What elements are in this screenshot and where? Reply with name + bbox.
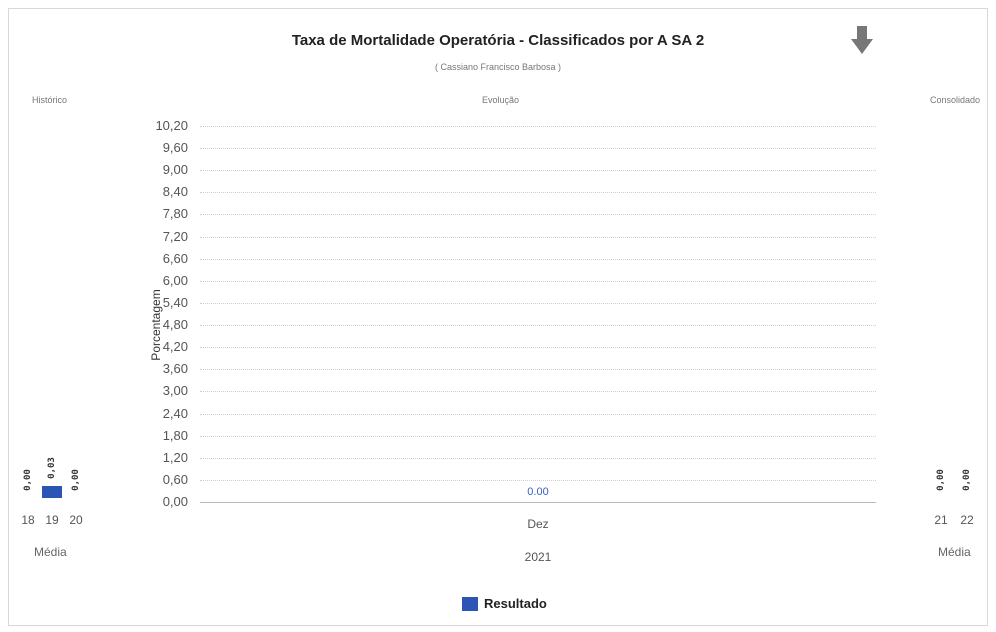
chart-subtitle: ( Cassiano Francisco Barbosa ) [434,62,562,72]
data-label-dez: 0.00 [527,486,549,498]
gridline [200,302,876,304]
legend-item-resultado[interactable]: Resultado [462,596,547,611]
gridline [200,214,876,216]
gridline [200,148,876,150]
historico-media-label: Média [34,545,67,559]
consolidado-label: Consolidado [930,95,981,105]
y-tick-label: 6,00 [162,272,188,288]
gridline [200,347,876,349]
gridline [200,502,876,503]
y-tick-label: 3,60 [162,361,188,377]
historico-x-label-18: 18 [21,513,35,527]
historico-x-label-20: 20 [69,513,83,527]
legend-swatch [462,596,478,611]
y-tick-label: 9,60 [162,140,188,156]
y-tick-label: 0,00 [162,494,188,509]
y-tick-label: 7,20 [162,228,188,244]
gridline [200,391,876,393]
y-tick-label: 4,20 [162,339,188,355]
consolidado-x-label-21: 21 [934,513,948,527]
historico-data-label-19: 0,03 [47,457,57,479]
x-tick-label-dez: Dez [527,517,549,531]
gridline [200,126,876,127]
gridline [200,236,876,238]
historico-data-label-20: 0,00 [71,469,81,491]
chart-title: Taxa de Mortalidade Operatória - Classif… [291,32,705,49]
gridline [200,170,876,172]
y-tick-label: 10,20 [155,118,188,133]
consolidado-x-label-22: 22 [960,513,974,527]
y-tick-label: 4,80 [162,317,188,333]
gridline [200,325,876,327]
chart-frame [8,8,988,626]
x-group-label-2021: 2021 [524,550,552,564]
download-arrow-icon[interactable] [850,24,874,56]
evolucao-label: Evolução [482,95,520,105]
y-tick-label: 3,00 [162,383,188,399]
gridline [200,457,876,459]
historico-bar-19[interactable] [42,486,62,498]
y-tick-label: 9,00 [162,162,188,178]
historico-x-label-19: 19 [45,513,59,527]
y-tick-label: 7,80 [162,206,188,222]
historico-label: Histórico [32,95,68,105]
gridline [200,369,876,371]
gridline [200,280,876,282]
legend-label: Resultado [484,596,547,611]
y-tick-label: 1,80 [162,427,188,443]
y-tick-label: 2,40 [162,405,188,421]
gridline [200,435,876,437]
gridline [200,192,876,194]
y-tick-label: 1,20 [162,449,188,465]
gridline [200,413,876,415]
consolidado-data-label-22: 0,00 [962,469,972,491]
consolidado-data-label-21: 0,00 [936,469,946,491]
y-tick-label: 6,60 [162,250,188,266]
historico-data-label-18: 0,00 [23,469,33,491]
consolidado-media-label: Média [938,545,971,559]
y-tick-label: 5,40 [162,294,188,310]
y-tick-label: 0,60 [162,471,188,487]
gridline [200,258,876,260]
gridline [200,479,876,481]
y-tick-label: 8,40 [162,184,188,200]
